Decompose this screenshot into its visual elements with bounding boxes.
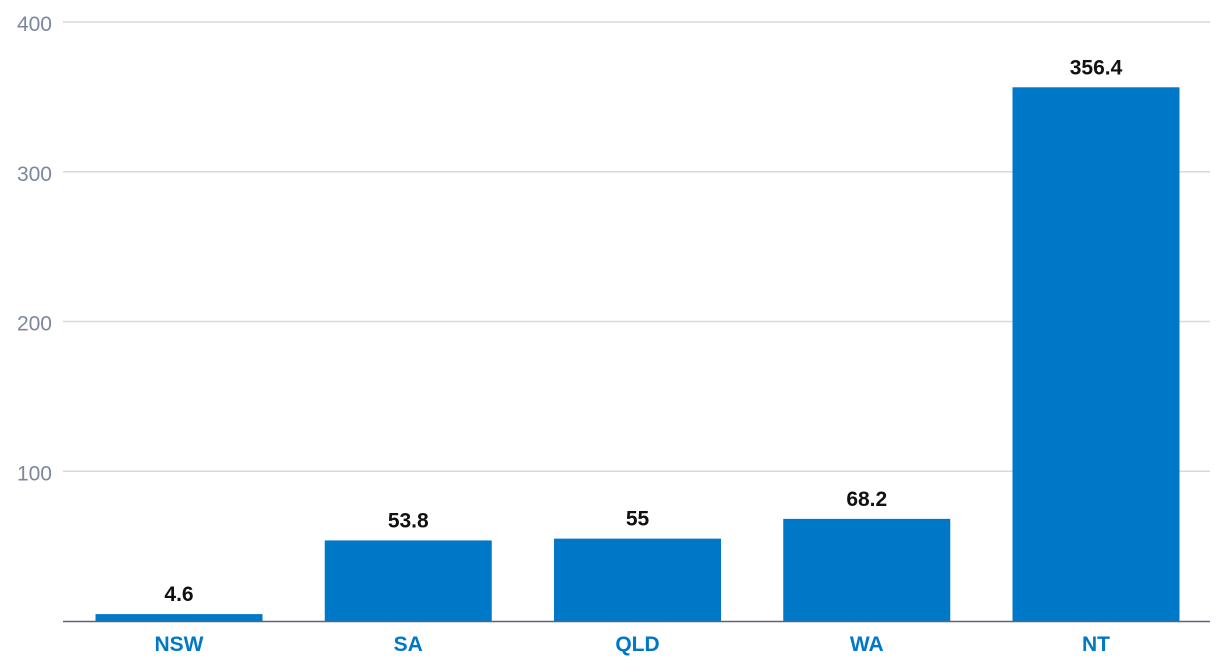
category-label-nt: NT (1082, 633, 1110, 656)
category-label-nsw: NSW (155, 633, 204, 656)
category-label-qld: QLD (615, 633, 659, 656)
value-label-qld: 55 (626, 508, 650, 531)
y-tick-label-400: 400 (17, 13, 52, 36)
category-label-sa: SA (394, 633, 423, 656)
y-tick-label-100: 100 (17, 462, 52, 485)
bar-nt (1012, 87, 1180, 621)
y-tick-label-300: 300 (17, 163, 52, 186)
bar-sa (324, 540, 492, 621)
value-label-sa: 53.8 (388, 509, 429, 532)
bar-qld (554, 538, 721, 621)
value-label-nt: 356.4 (1070, 56, 1123, 79)
value-label-wa: 68.2 (846, 488, 887, 511)
bar-nsw (95, 614, 263, 621)
bars (95, 87, 1180, 621)
y-axis-ticks: 100 200 300 400 (17, 13, 52, 485)
y-tick-label-200: 200 (17, 313, 52, 336)
value-labels: 4.6 53.8 55 68.2 356.4 (164, 56, 1122, 606)
category-label-wa: WA (850, 633, 884, 656)
bar-wa (783, 518, 951, 621)
x-axis-category-labels: NSW SA QLD WA NT (155, 633, 1111, 656)
value-label-nsw: 4.6 (164, 583, 193, 606)
